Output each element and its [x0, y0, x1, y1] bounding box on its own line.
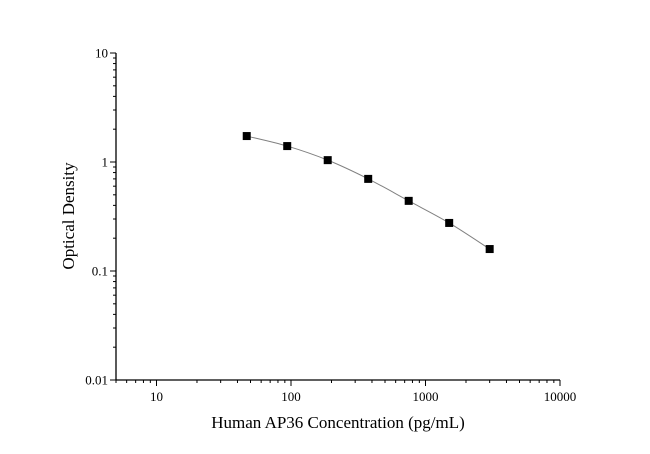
data-point-marker — [364, 174, 373, 183]
data-point-marker — [323, 156, 332, 165]
y-tick-label: 0.01 — [85, 373, 108, 388]
data-point-marker — [404, 196, 413, 205]
x-axis-title: Human AP36 Concentration (pg/mL) — [211, 413, 465, 432]
ticks — [110, 52, 561, 386]
fit-curve — [246, 135, 490, 250]
data-point-marker — [445, 218, 454, 227]
x-tick-label: 100 — [281, 389, 301, 404]
x-tick-labels: 10 100 1000 10000 — [150, 389, 576, 404]
y-tick-labels: 0.01 0.1 1 10 — [85, 46, 108, 388]
data-point-marker — [283, 142, 292, 151]
y-tick-label: 1 — [102, 155, 109, 170]
data-point-marker — [242, 132, 251, 141]
x-tick-label: 10000 — [544, 389, 577, 404]
x-tick-label: 10 — [150, 389, 163, 404]
y-tick-label: 0.1 — [92, 264, 108, 279]
x-tick-label: 1000 — [412, 389, 438, 404]
axes — [115, 53, 560, 381]
y-tick-label: 10 — [95, 46, 108, 61]
y-axis-title: Optical Density — [59, 162, 78, 270]
data-points — [242, 132, 494, 254]
data-point-marker — [485, 245, 494, 254]
